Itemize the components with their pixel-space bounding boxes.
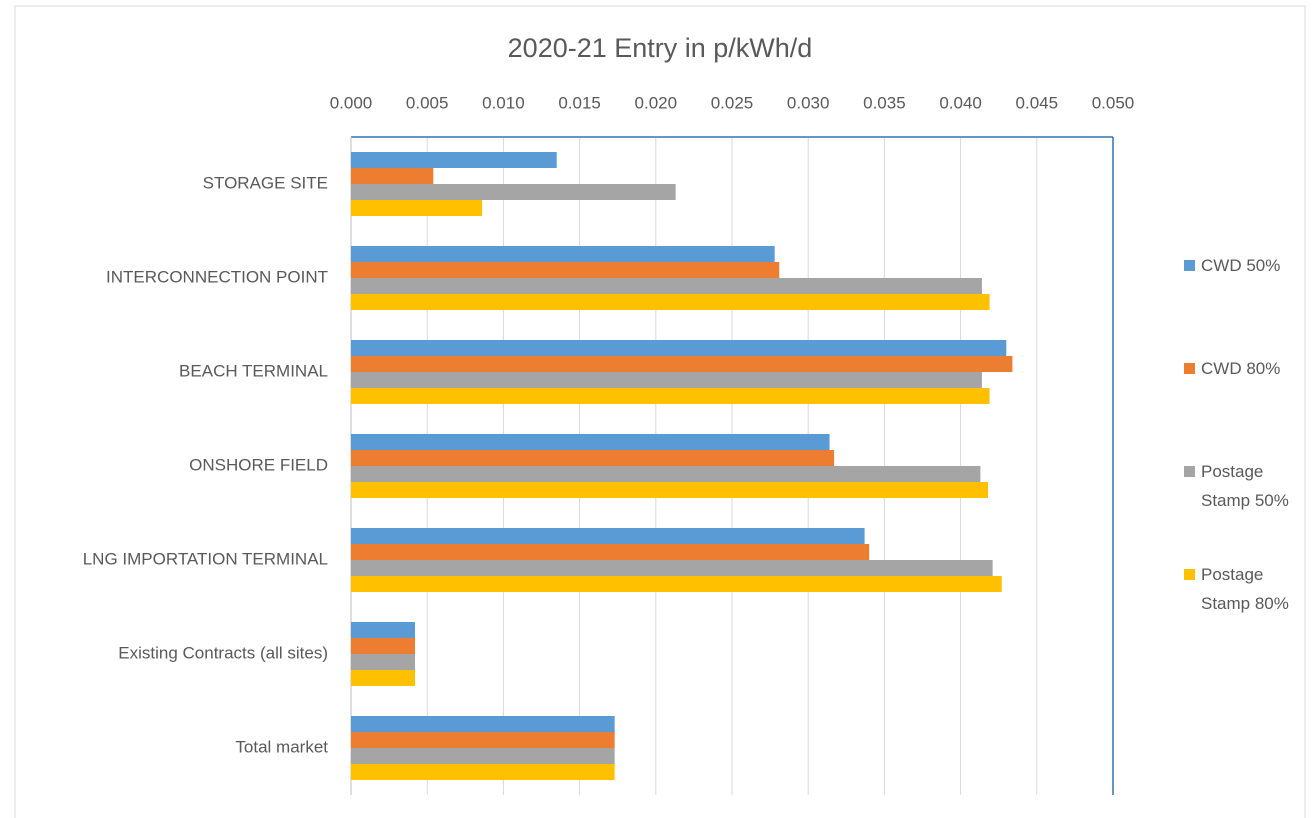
y-tick-label: ONSHORE FIELD xyxy=(189,455,328,474)
y-tick-label: BEACH TERMINAL xyxy=(179,361,328,380)
bar xyxy=(351,528,865,544)
y-tick-label: STORAGE SITE xyxy=(203,173,328,192)
x-tick-label: 0.025 xyxy=(711,93,754,112)
x-tick-label: 0.020 xyxy=(635,93,678,112)
x-tick-label: 0.050 xyxy=(1092,93,1135,112)
chart-border xyxy=(14,5,1306,818)
bar xyxy=(351,168,434,184)
x-tick-label: 0.040 xyxy=(939,93,982,112)
legend-swatch xyxy=(1184,569,1195,580)
bar xyxy=(351,748,615,764)
bar xyxy=(351,450,835,466)
legend-label: Postage Stamp 50% xyxy=(1201,462,1289,510)
legend-label: CWD 80% xyxy=(1201,359,1281,378)
bar xyxy=(351,184,676,200)
bar xyxy=(351,356,1013,372)
y-tick-label: LNG IMPORTATION TERMINAL xyxy=(83,549,328,568)
bar xyxy=(351,434,830,450)
bar xyxy=(351,278,982,294)
bar xyxy=(351,670,416,686)
bar xyxy=(351,544,870,560)
bar xyxy=(351,732,615,748)
x-tick-label: 0.015 xyxy=(558,93,601,112)
y-tick-label: Existing Contracts (all sites) xyxy=(118,643,328,662)
bar xyxy=(351,262,780,278)
legend-entry: Postage Stamp 50% xyxy=(1184,457,1291,515)
bar xyxy=(351,576,1002,592)
bar xyxy=(351,152,557,168)
x-tick-label: 0.045 xyxy=(1016,93,1059,112)
legend-entry: CWD 80% xyxy=(1184,354,1291,383)
bar xyxy=(351,388,990,404)
legend-entry: CWD 50% xyxy=(1184,251,1291,280)
bar xyxy=(351,466,981,482)
legend-swatch xyxy=(1184,363,1195,374)
bar xyxy=(351,200,483,216)
x-tick-label: 0.010 xyxy=(482,93,525,112)
x-tick-label: 0.005 xyxy=(406,93,449,112)
bar xyxy=(351,482,989,498)
legend-label: CWD 50% xyxy=(1201,256,1281,275)
bar xyxy=(351,294,990,310)
bar xyxy=(351,372,982,388)
chart-title: 2020-21 Entry in p/kWh/d xyxy=(508,33,813,63)
bar xyxy=(351,622,416,638)
bar xyxy=(351,654,416,670)
bar xyxy=(351,560,993,576)
legend-swatch xyxy=(1184,260,1195,271)
y-tick-label: INTERCONNECTION POINT xyxy=(106,267,328,286)
bar xyxy=(351,638,416,654)
bar xyxy=(351,340,1007,356)
x-tick-label: 0.000 xyxy=(330,93,373,112)
y-tick-label: Total market xyxy=(235,737,328,756)
x-tick-label: 0.035 xyxy=(863,93,906,112)
bar xyxy=(351,764,615,780)
legend-swatch xyxy=(1184,466,1195,477)
bar xyxy=(351,716,615,732)
bar xyxy=(351,246,775,262)
legend-entry: Postage Stamp 80% xyxy=(1184,560,1291,618)
legend-label: Postage Stamp 80% xyxy=(1201,565,1289,613)
x-tick-label: 0.030 xyxy=(787,93,830,112)
